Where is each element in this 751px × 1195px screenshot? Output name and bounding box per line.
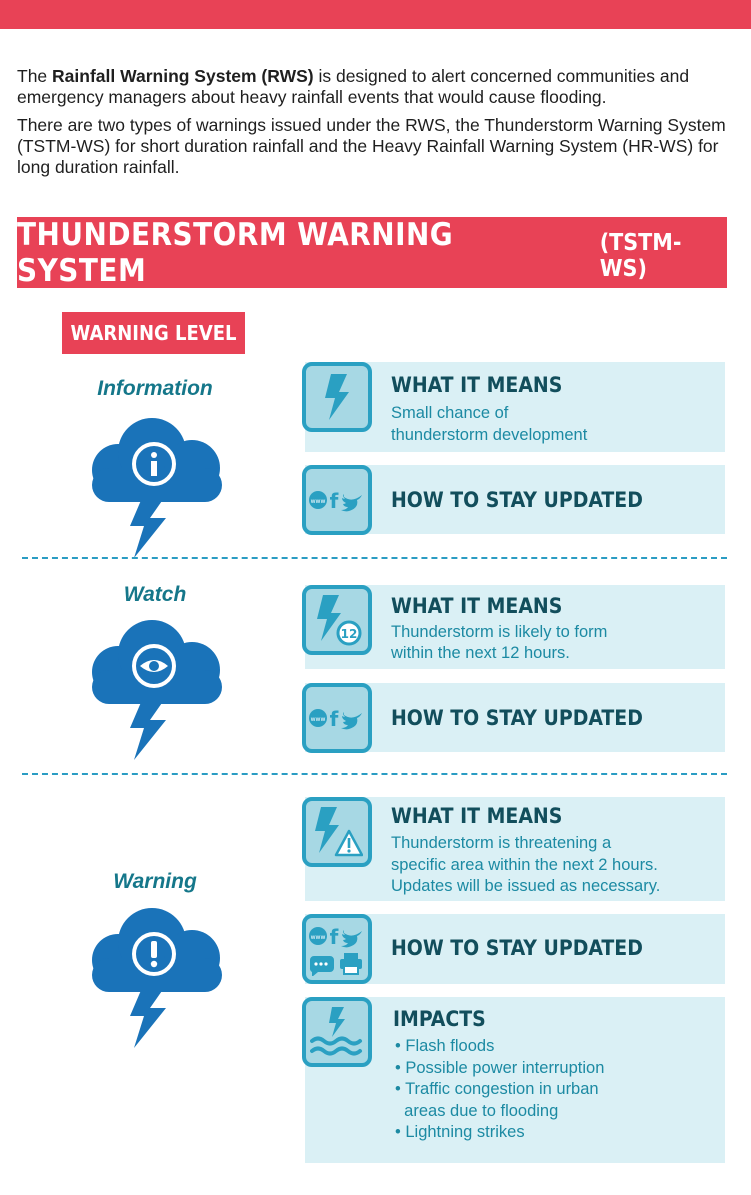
information-stay-panel [305,465,725,534]
warning-impacts-panel [305,997,725,1163]
banner-title: THUNDERSTORM WARNING SYSTEM [17,216,454,289]
lightning-icon [325,374,349,420]
watch-means-panel [305,585,725,669]
svg-text:f: f [330,489,339,513]
impact-item: • Lightning strikes [395,1123,525,1141]
impact-item: areas due to flooding [395,1101,559,1120]
lightning-hazard-icon-box [302,797,372,867]
svg-text:www: www [311,934,326,941]
warning-stay-title: HOW TO STAY UPDATED [391,936,643,960]
rws-bold-term: Rainfall Warning System (RWS) [52,66,314,86]
watch-means-title: WHAT IT MEANS [391,594,563,618]
flood-lightning-icon [310,1007,362,1056]
information-means-line-1: Small chance of [391,404,509,422]
warning-level-tag: WARNING LEVEL [62,312,245,354]
warning-stay-panel [305,914,725,984]
level-name-information: Information [97,377,213,400]
web-facebook-twitter-icon: www f [309,707,362,731]
lightning-icon-box [302,362,372,432]
watch-stay-title: HOW TO STAY UPDATED [391,706,643,730]
lightning-timer-icon-box: 12 [302,585,372,655]
impact-item: • Possible power interruption [395,1058,605,1077]
impact-item: • Traffic congestion in urban [395,1080,599,1098]
web-facebook-twitter-sms-print-icon: www f [309,925,362,976]
warning-means-line-2: specific area within the next 2 hours. [391,856,658,874]
svg-text:www: www [311,716,326,723]
information-means-panel [305,362,725,452]
flood-icon-box [302,997,372,1067]
information-means-title: WHAT IT MEANS [391,373,563,397]
web-facebook-twitter-icon: www f [309,489,362,513]
impact-item: • Flash floods [395,1037,495,1055]
intro-paragraph-1: The Rainfall Warning System (RWS) is des… [17,66,690,107]
info-cloud-icon [92,418,222,558]
svg-text:f: f [330,925,339,949]
warning-means-line-1: Thunderstorm is threatening a [391,834,612,852]
eye-cloud-icon [92,620,222,760]
impacts-list: • Flash floods • Possible power interrup… [395,1036,604,1144]
section-divider [22,557,727,559]
information-stay-title: HOW TO STAY UPDATED [391,488,643,512]
warning-means-line-3: Updates will be issued as necessary. [391,877,661,895]
top-red-bar [0,0,751,29]
lightning-hazard-icon [315,807,363,857]
social-icon-box: www f [302,465,372,535]
level-name-watch: Watch [123,583,187,606]
impacts-title: IMPACTS [393,1007,486,1031]
lightning-timer-icon: 12 [317,595,362,646]
multi-channel-icon-box: www f [302,914,372,984]
warning-means-panel [305,797,725,901]
watch-means-line-1: Thunderstorm is likely to form [391,623,608,641]
svg-text:12: 12 [341,627,358,641]
intro-paragraph-2: There are two types of warnings issued u… [17,115,726,177]
section-divider [22,773,727,775]
level-name-warning: Warning [113,870,197,893]
social-icon-box: www f [302,683,372,753]
information-means-line-2: thunderstorm development [391,426,588,444]
svg-text:www: www [311,498,326,505]
svg-text:f: f [330,707,339,731]
banner-abbreviation: (TSTM-WS) [599,229,682,282]
warning-means-title: WHAT IT MEANS [391,804,563,828]
exclamation-cloud-icon [92,908,222,1048]
tstm-ws-banner: THUNDERSTORM WARNING SYSTEM (TSTM-WS) [17,216,727,289]
watch-stay-panel [305,683,725,752]
watch-means-line-2: within the next 12 hours. [391,644,570,662]
